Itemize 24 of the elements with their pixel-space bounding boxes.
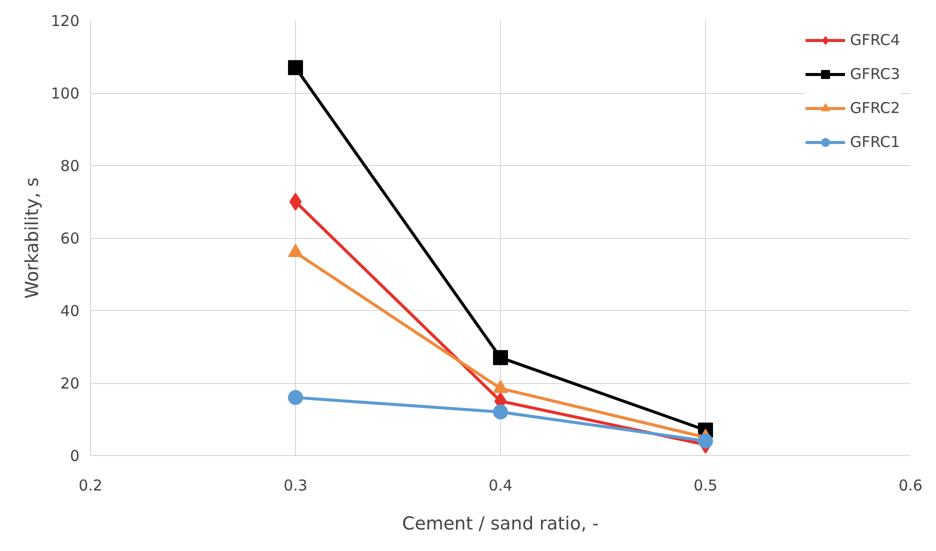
y-tick-label: 100: [50, 84, 80, 102]
x-tick-label: 0.6: [898, 476, 922, 494]
y-tick-label: 40: [60, 302, 80, 320]
legend-label: GFRC4: [850, 31, 900, 49]
legend-label: GFRC3: [850, 65, 900, 83]
point: [288, 60, 303, 76]
y-tick-label: 60: [60, 230, 80, 248]
point: [493, 404, 508, 420]
point: [698, 434, 713, 448]
x-tick-label: 0.4: [488, 476, 512, 494]
x-tick-label: 0.3: [284, 476, 308, 494]
legend-label: GFRC2: [850, 99, 900, 117]
point: [288, 390, 303, 405]
y-axis-title: Workability, s: [22, 177, 43, 299]
x-axis-title: Cement / sand ratio, -: [402, 514, 599, 534]
point: [493, 350, 508, 366]
y-tick-label: 120: [50, 12, 80, 30]
x-tick-label: 0.5: [694, 476, 718, 494]
y-tick-label: 0: [70, 447, 80, 465]
y-tick-label: 20: [60, 374, 80, 392]
y-tick-label: 80: [60, 157, 80, 175]
x-tick-label: 0.2: [78, 476, 102, 494]
legend-label: GFRC1: [850, 133, 900, 151]
point: [289, 192, 302, 211]
